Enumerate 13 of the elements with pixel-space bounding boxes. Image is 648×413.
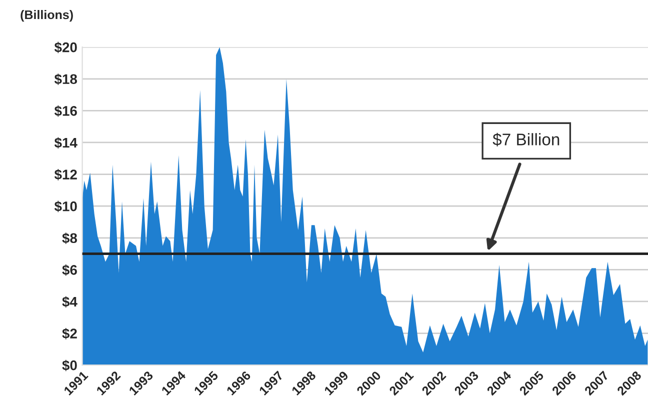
y-tick-label: $20: [54, 42, 77, 54]
y-tick-label: $8: [62, 232, 78, 244]
y-tick-label: $10: [54, 200, 77, 212]
y-tick-label: $2: [62, 328, 77, 340]
y-tick-label: $14: [54, 137, 78, 149]
y-tick-label: $12: [54, 169, 77, 180]
y-tick-label: $18: [54, 74, 78, 85]
y-tick-label: $16: [54, 105, 77, 117]
y-tick-label: $4: [62, 296, 78, 308]
y-axis-title: (Billions): [20, 10, 73, 22]
y-tick-label: $0: [62, 360, 77, 372]
annotation: $7 Billion: [492, 132, 560, 146]
y-tick-label: $6: [62, 264, 77, 276]
